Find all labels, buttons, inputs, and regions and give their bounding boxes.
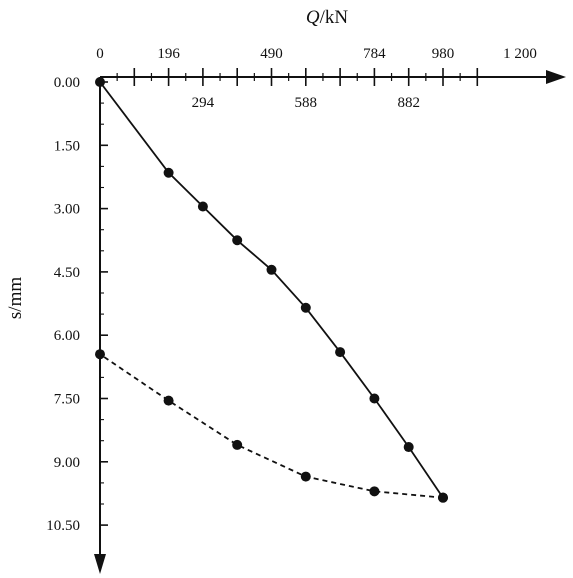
data-point xyxy=(403,442,414,453)
data-point xyxy=(300,302,311,313)
y-tick-label: 6.00 xyxy=(54,328,80,344)
data-point xyxy=(300,471,311,482)
x-axis-arrowhead xyxy=(546,70,566,84)
y-tick-label: 7.50 xyxy=(54,392,80,408)
y-tick-label: 0.00 xyxy=(54,75,80,91)
x-axis-title: Q/kN xyxy=(306,7,349,28)
x-axis-title-var: Q xyxy=(306,7,320,28)
y-axis-arrowhead xyxy=(94,554,106,574)
x-tick-label: 980 xyxy=(432,46,455,62)
x-tick-label: 588 xyxy=(295,95,318,111)
series-points xyxy=(95,77,448,503)
series-lines xyxy=(99,81,444,499)
y-tick-label: 3.00 xyxy=(54,202,80,218)
data-point xyxy=(369,486,380,497)
data-point xyxy=(438,492,448,503)
x-axis-title-unit: /kN xyxy=(320,7,349,28)
unloading-curve xyxy=(99,353,444,499)
y-axis-title: s/mm xyxy=(5,277,26,319)
data-point xyxy=(163,167,174,178)
data-point xyxy=(232,439,243,450)
x-axis-ticks xyxy=(116,68,479,86)
x-tick-label: 784 xyxy=(363,46,386,62)
y-tick-label: 10.50 xyxy=(46,518,80,534)
loading-curve xyxy=(99,81,444,499)
data-point xyxy=(266,264,277,275)
x-tick-label: 294 xyxy=(192,95,215,111)
data-point xyxy=(335,347,346,358)
data-point xyxy=(95,349,105,360)
data-point xyxy=(163,395,174,406)
x-tick-label: 196 xyxy=(157,46,180,62)
data-point xyxy=(232,235,243,246)
x-tick-label: 490 xyxy=(260,46,283,62)
x-axis-tick-labels: 0 196 490 784 980 1 200 294 588 882 xyxy=(96,46,537,111)
data-point xyxy=(197,201,208,212)
x-tick-label: 1 200 xyxy=(503,46,537,62)
y-tick-label: 9.00 xyxy=(54,455,80,471)
data-point xyxy=(95,77,105,87)
y-tick-label: 4.50 xyxy=(54,265,80,281)
x-tick-label: 882 xyxy=(397,95,420,111)
y-tick-label: 1.50 xyxy=(54,138,80,154)
x-tick-label: 0 xyxy=(96,46,104,62)
y-axis-tick-labels: 0.00 1.50 3.00 4.50 6.00 7.50 9.00 10.50 xyxy=(46,75,80,534)
data-point xyxy=(369,393,380,404)
